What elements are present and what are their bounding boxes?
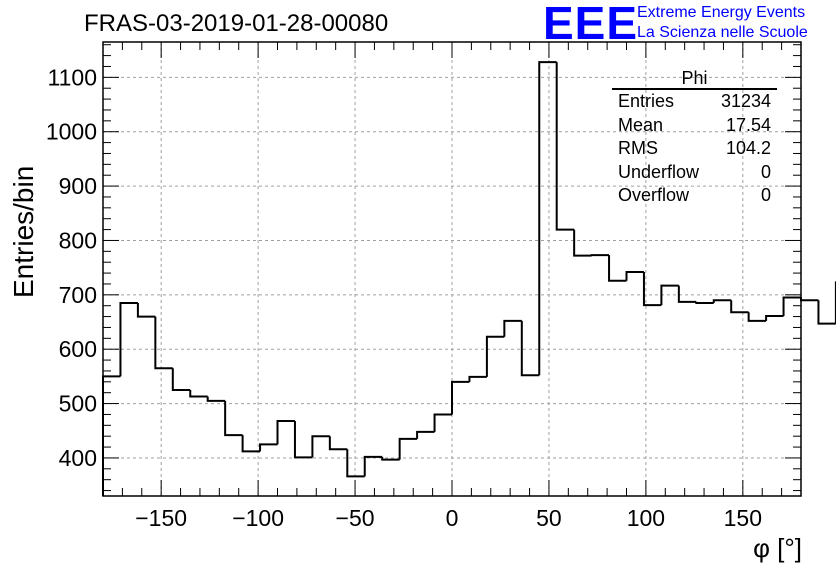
y-tick-label: 500 [59, 391, 97, 417]
x-tick-label: −150 [135, 505, 187, 531]
logo-line-2: La Scienza nelle Scuole [637, 24, 808, 41]
histogram-bin [189, 389, 208, 398]
histogram-bin [555, 62, 575, 231]
histogram-bin [311, 435, 330, 458]
stats-row-mean: Mean 17.54 [612, 114, 777, 138]
histogram-bin [503, 319, 522, 337]
histogram-bin [747, 312, 767, 322]
histogram-bin [625, 270, 644, 281]
stats-value: 0 [760, 185, 771, 205]
histogram-bin [398, 437, 418, 460]
stats-label: Underflow [618, 161, 700, 182]
histogram-bin [276, 419, 295, 445]
x-axis-label: φ [°] [753, 533, 802, 563]
y-tick-label: 1100 [48, 64, 97, 90]
y-axis-label: Entries/bin [8, 165, 39, 298]
histogram-bin [136, 302, 156, 318]
y-tick-label: 600 [59, 336, 97, 362]
y-tick-label: 400 [59, 445, 97, 471]
x-tick-label: 100 [627, 505, 665, 531]
histogram-bin [538, 61, 557, 376]
histogram-bin [433, 413, 452, 432]
histogram-bin [293, 420, 313, 459]
stats-label: Overflow [618, 185, 690, 205]
x-tick-label: 50 [536, 505, 562, 531]
y-tick-label: 700 [59, 282, 97, 308]
x-tick-label: 150 [724, 505, 762, 531]
stats-value: 0 [760, 161, 771, 182]
histogram-bin [224, 400, 243, 437]
grid-lines [103, 42, 801, 496]
histogram-bin [171, 368, 191, 391]
histogram-bin [782, 296, 801, 317]
histogram-bin [485, 335, 505, 377]
stats-row-overflow: Overflow 0 [612, 184, 777, 208]
y-tick-label: 800 [59, 227, 97, 253]
histogram-bin [800, 297, 819, 302]
chart-title: FRAS-03-2019-01-28-00080 [84, 10, 389, 37]
eee-logo: EEE [543, 0, 639, 49]
histogram-bin [660, 284, 679, 306]
x-tick-label: 0 [446, 505, 459, 531]
histogram-bin [259, 443, 278, 452]
histogram-bin [695, 301, 714, 304]
stats-row-underflow: Underflow 0 [612, 161, 777, 185]
histogram-bin [451, 380, 470, 415]
x-tick-label: −50 [336, 505, 375, 531]
histogram-bin [206, 396, 226, 402]
histogram-bin [642, 271, 662, 307]
histogram-bin [381, 456, 400, 461]
stats-label: Mean [618, 114, 664, 135]
y-tick-label: 900 [59, 173, 97, 199]
histogram-bin [590, 254, 610, 257]
histogram-bin [119, 301, 138, 377]
histogram-bin [765, 315, 784, 321]
histogram-bin [241, 435, 261, 453]
histogram-bin [817, 300, 836, 325]
stats-value: 17.54 [725, 114, 771, 135]
histogram-bin [468, 375, 487, 382]
stats-title: Phi [612, 68, 777, 90]
stats-value: 104.2 [725, 138, 771, 158]
histogram-bin [520, 320, 540, 377]
stats-row-entries: Entries 31234 [612, 90, 777, 114]
stats-row-rms: RMS 104.2 [612, 137, 777, 161]
tick-labels: −150 −100 −50 0 50 100 150 400 500 600 700 800 900 10… [46, 64, 762, 531]
histogram-bin [416, 430, 435, 439]
histogram-bin [328, 436, 348, 451]
histogram-bin [573, 229, 592, 257]
histogram-bin [712, 299, 732, 303]
axes [102, 41, 802, 497]
histogram-bin [608, 255, 627, 282]
stats-value: 31234 [720, 91, 771, 111]
histogram-bin [346, 449, 365, 478]
y-tick-label: 1000 [46, 119, 97, 145]
histogram-bin [730, 300, 749, 314]
stats-label: Entries [618, 91, 675, 111]
histogram-bin [677, 285, 697, 303]
histogram-bin [154, 316, 173, 370]
logo-line-1: Extreme Energy Events [637, 4, 806, 21]
histogram-bin [363, 455, 383, 477]
histogram-series [102, 61, 836, 496]
stats-box: Phi Entries 31234 Mean 17.54 RMS 104.2 U… [612, 68, 777, 208]
stats-label: RMS [618, 138, 658, 158]
x-tick-label: −100 [232, 505, 284, 531]
